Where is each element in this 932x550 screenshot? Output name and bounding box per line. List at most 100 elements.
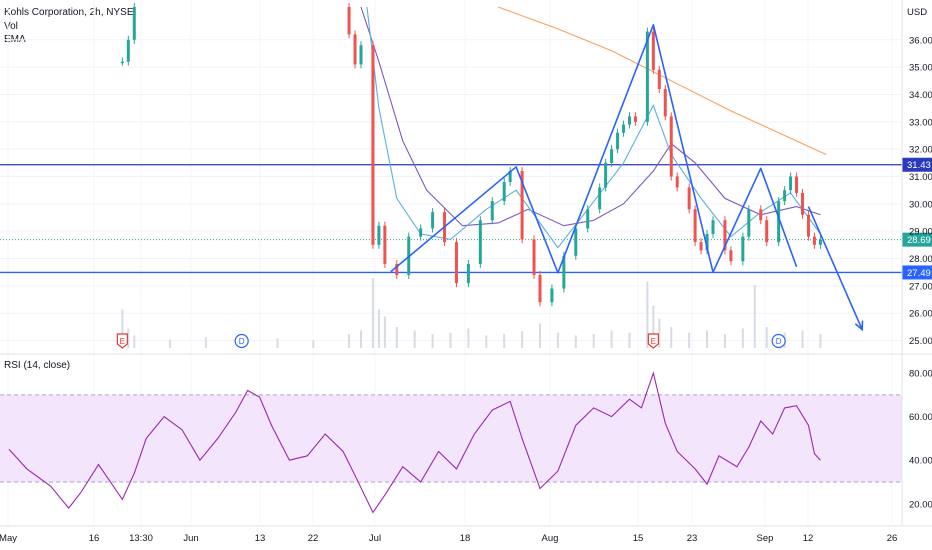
volume-bar <box>765 327 768 348</box>
candle-body <box>675 176 679 188</box>
candle-body <box>669 116 673 177</box>
volume-bar <box>574 335 577 348</box>
volume-bar <box>449 332 452 348</box>
dividend-marker[interactable] <box>771 333 786 349</box>
time-tick-label: Jul <box>369 533 381 544</box>
candle-body <box>651 31 655 70</box>
time-tick-label: 13:30 <box>129 533 153 544</box>
candle-body <box>747 209 751 237</box>
candle-body <box>633 116 637 122</box>
volume-bar <box>383 316 386 348</box>
volume-bar <box>723 334 726 348</box>
volume-bar <box>395 327 398 348</box>
event-marker-text: E <box>120 337 125 346</box>
candle-body <box>347 7 351 35</box>
volume-bar <box>121 309 124 348</box>
pattern-zigzag <box>390 23 798 274</box>
volume-bar <box>538 323 541 348</box>
rsi-series <box>8 371 821 514</box>
candle-body <box>490 201 494 221</box>
candle-body <box>777 201 781 243</box>
level-label: 31.43 <box>907 160 931 171</box>
volume-bar <box>521 331 524 348</box>
price-tick-label: 27.00 <box>909 281 932 292</box>
candle-body <box>586 209 590 229</box>
volume-bar <box>741 328 744 348</box>
candle-body <box>616 132 620 150</box>
price-tick-label: 29.00 <box>909 227 932 238</box>
volume-bar <box>133 335 136 348</box>
volume-bar <box>312 340 315 348</box>
candle-body <box>395 263 399 275</box>
candle-body <box>598 187 602 210</box>
volume-bar <box>276 338 279 348</box>
level-tag <box>902 157 932 172</box>
candle-body <box>806 214 810 237</box>
candle-body <box>383 225 387 264</box>
candle-body <box>741 236 745 262</box>
candle-body <box>377 225 381 245</box>
price-tick-label: 28.00 <box>909 254 932 265</box>
rsi-line <box>8 371 821 514</box>
time-tick-label: 18 <box>460 533 471 544</box>
volume-bar <box>592 334 595 348</box>
earnings-marker[interactable] <box>116 333 128 349</box>
candle-body <box>610 149 614 163</box>
candle-body <box>132 7 136 40</box>
candle-body <box>765 220 769 243</box>
candle-body <box>812 236 816 245</box>
candle-body <box>478 220 482 264</box>
time-tick-label: Jun <box>183 533 198 544</box>
candle-body <box>622 124 626 133</box>
time-tick-label: 16 <box>89 533 100 544</box>
candle-body <box>711 220 715 234</box>
volume-bar <box>413 330 416 348</box>
time-tick-label: Aug <box>542 533 559 544</box>
currency-label: USD <box>907 7 927 18</box>
price-series <box>120 3 822 307</box>
volume-bar <box>127 328 130 348</box>
volume-bar <box>670 327 673 348</box>
candle-body <box>795 176 799 193</box>
price-tick-label: 36.00 <box>909 35 932 46</box>
candle-body <box>699 242 703 251</box>
candle-body <box>645 31 649 122</box>
volume-bar <box>706 330 709 348</box>
volume-bar <box>658 318 661 348</box>
price-tick-label: 30.00 <box>909 199 932 210</box>
candle-body <box>502 181 506 202</box>
earnings-marker[interactable] <box>647 333 659 349</box>
candle-body <box>550 288 554 303</box>
candle-body <box>723 220 727 251</box>
ema-mid-line <box>360 6 821 227</box>
level-label: 27.49 <box>907 268 931 279</box>
price-tick-label: 25.00 <box>909 336 932 347</box>
candle-body <box>604 162 608 188</box>
candle-body <box>538 274 542 303</box>
volume-bar <box>801 330 804 348</box>
event-marker-text: E <box>651 337 656 346</box>
volume-bar <box>646 281 649 348</box>
volume-bar <box>169 339 172 348</box>
candle-body <box>574 228 578 256</box>
rsi-tick-label: 80.00 <box>909 369 932 380</box>
price-tick-label: 35.00 <box>909 63 932 74</box>
candle-body <box>729 250 733 262</box>
volume-bar <box>485 335 488 348</box>
legend-vol: Vol <box>4 21 18 32</box>
candle-body <box>431 212 435 229</box>
time-tick-label: 13 <box>255 533 266 544</box>
candle-body <box>454 242 458 284</box>
volume-bar <box>819 334 822 348</box>
rsi-tick-label: 60.00 <box>909 412 932 423</box>
volume-bar <box>371 278 374 348</box>
candle-body <box>120 61 124 64</box>
pattern-arrow-head <box>854 320 864 332</box>
volume-bar <box>628 332 631 348</box>
volume-bar <box>377 309 380 348</box>
dividend-marker[interactable] <box>234 333 249 349</box>
price-tick-label: 33.00 <box>909 117 932 128</box>
